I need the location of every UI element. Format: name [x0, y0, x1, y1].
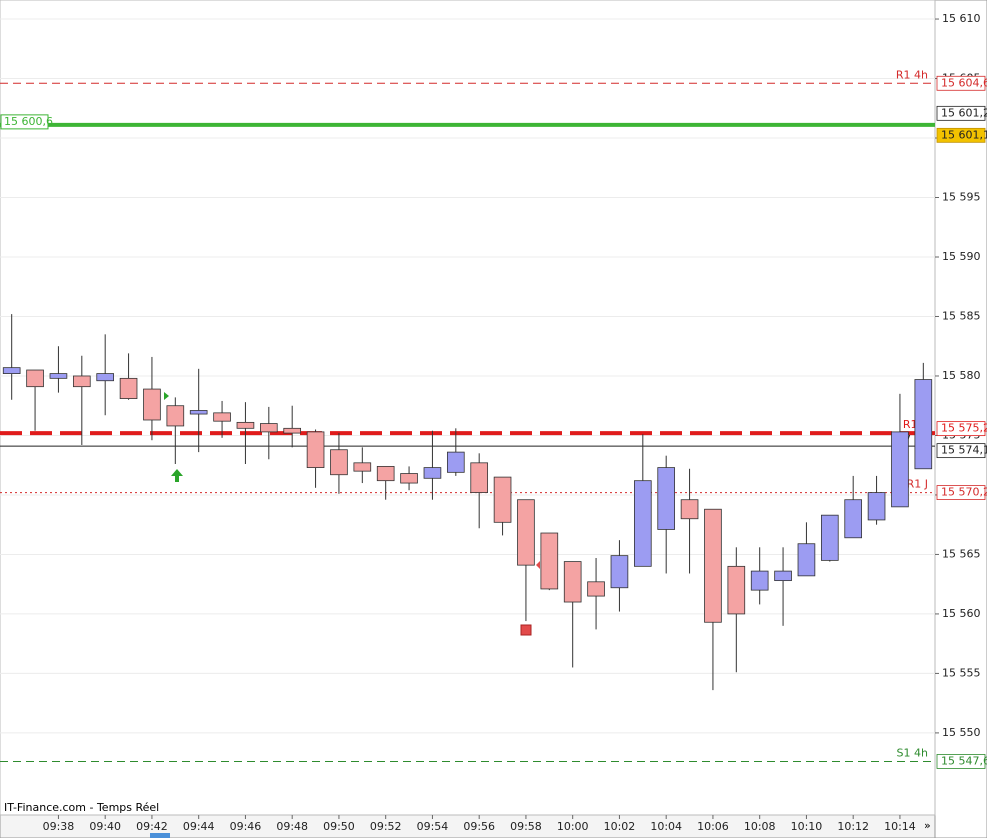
candle-body — [236, 421, 255, 429]
price-tag-box — [936, 75, 986, 91]
sell-marker — [520, 624, 532, 636]
marker-triangle — [164, 392, 169, 400]
y-tick-label: 15 590 — [942, 250, 981, 263]
candle-body — [750, 570, 769, 591]
y-tick-label: 15 565 — [942, 547, 981, 560]
x-tick-label: 10:12 — [837, 820, 869, 833]
candle-body — [119, 377, 138, 399]
price-tag-box — [936, 105, 986, 121]
candle-body — [423, 467, 442, 479]
x-tick-label: 09:54 — [417, 820, 449, 833]
left-tag-box — [0, 114, 49, 130]
x-tick-label: 09:52 — [370, 820, 402, 833]
candle-body — [540, 532, 559, 590]
candle-body — [797, 543, 816, 577]
x-tick-label: 09:40 — [89, 820, 121, 833]
y-tick-label: 15 550 — [942, 726, 981, 739]
price-axis — [934, 0, 987, 838]
price-tag-box — [936, 421, 986, 437]
x-tick-label: 09:46 — [230, 820, 262, 833]
candle-body — [446, 451, 465, 473]
plot-frame — [0, 0, 936, 816]
price-tag-box — [936, 127, 986, 143]
candle-body — [189, 410, 208, 415]
price-tag-box — [936, 485, 986, 500]
candle-body — [72, 375, 91, 388]
candle-body — [400, 473, 418, 484]
candle-body — [166, 405, 185, 427]
price-tag-box — [936, 443, 986, 459]
price-tag: 15 570,2 — [941, 486, 987, 499]
x-tick-label: 09:48 — [276, 820, 308, 833]
left-tag: 15 600,6 — [4, 115, 53, 128]
price-tag-box — [936, 754, 986, 769]
x-tick-label: 09:38 — [43, 820, 75, 833]
candle-body — [330, 449, 348, 476]
candle-body — [680, 499, 699, 520]
x-tick-label: 10:10 — [791, 820, 823, 833]
candle-body — [517, 499, 535, 566]
candle-body — [563, 561, 582, 603]
x-tick-label: 09:42 — [136, 820, 168, 833]
y-tick-label: 15 585 — [942, 309, 981, 322]
candle-body — [353, 462, 372, 472]
x-tick-label: 09:50 — [323, 820, 355, 833]
y-tick-label: 15 595 — [942, 191, 981, 204]
scroll-thumb[interactable] — [150, 833, 170, 838]
price-tag: 15 547,6 — [941, 754, 987, 767]
price-tag: 15 601,1 — [941, 128, 987, 141]
x-tick-label: 10:14 — [884, 820, 916, 833]
candle-body — [820, 514, 839, 561]
candle-body — [143, 388, 161, 421]
candle-body — [2, 367, 21, 374]
price-tag: 15 574,1 — [941, 444, 987, 457]
candle-body — [213, 412, 231, 422]
marker-dot — [536, 561, 540, 569]
x-tick-label: 10:04 — [650, 820, 682, 833]
x-tick-label: 09:44 — [183, 820, 215, 833]
candle-body — [774, 570, 792, 582]
candle-body — [376, 465, 395, 482]
candle-body — [610, 555, 629, 589]
level-name: S1 4h — [897, 746, 928, 759]
candle-body — [633, 480, 652, 567]
candle-body — [26, 369, 44, 388]
x-tick-label: 10:00 — [557, 820, 589, 833]
scroll-arrow[interactable]: » — [924, 819, 931, 832]
price-tag: 15 601,2 — [941, 106, 987, 119]
price-tag: 15 575,2 — [941, 422, 987, 435]
y-tick-label: 15 580 — [942, 369, 981, 382]
candle-body — [283, 427, 302, 434]
candle-body — [867, 492, 886, 521]
candle-body — [306, 431, 325, 468]
x-tick-label: 10:02 — [604, 820, 636, 833]
candle-body — [657, 467, 676, 530]
candle-body — [493, 476, 512, 523]
candle-body — [587, 581, 605, 597]
level-name: R1 4h — [896, 68, 928, 81]
candle-body — [914, 379, 933, 470]
candle-body — [96, 373, 115, 382]
footer: IT-Finance.com - Temps Réel — [4, 801, 159, 814]
x-tick-label: 09:58 — [510, 820, 542, 833]
candle-body — [727, 565, 746, 615]
candle-body — [49, 373, 68, 379]
candle-body — [844, 499, 863, 539]
y-tick-label: 15 560 — [942, 607, 981, 620]
x-tick-label: 09:56 — [463, 820, 495, 833]
candle-body — [259, 423, 278, 433]
y-tick-label: 15 555 — [942, 666, 981, 679]
y-tick-label: 15 610 — [942, 12, 981, 25]
x-tick-label: 10:06 — [697, 820, 729, 833]
candle-body — [470, 462, 489, 493]
candle-body — [704, 508, 722, 623]
price-tag: 15 604,6 — [941, 76, 987, 89]
x-tick-label: 10:08 — [744, 820, 776, 833]
candle-body — [891, 431, 909, 508]
buy-arrow — [171, 469, 183, 482]
